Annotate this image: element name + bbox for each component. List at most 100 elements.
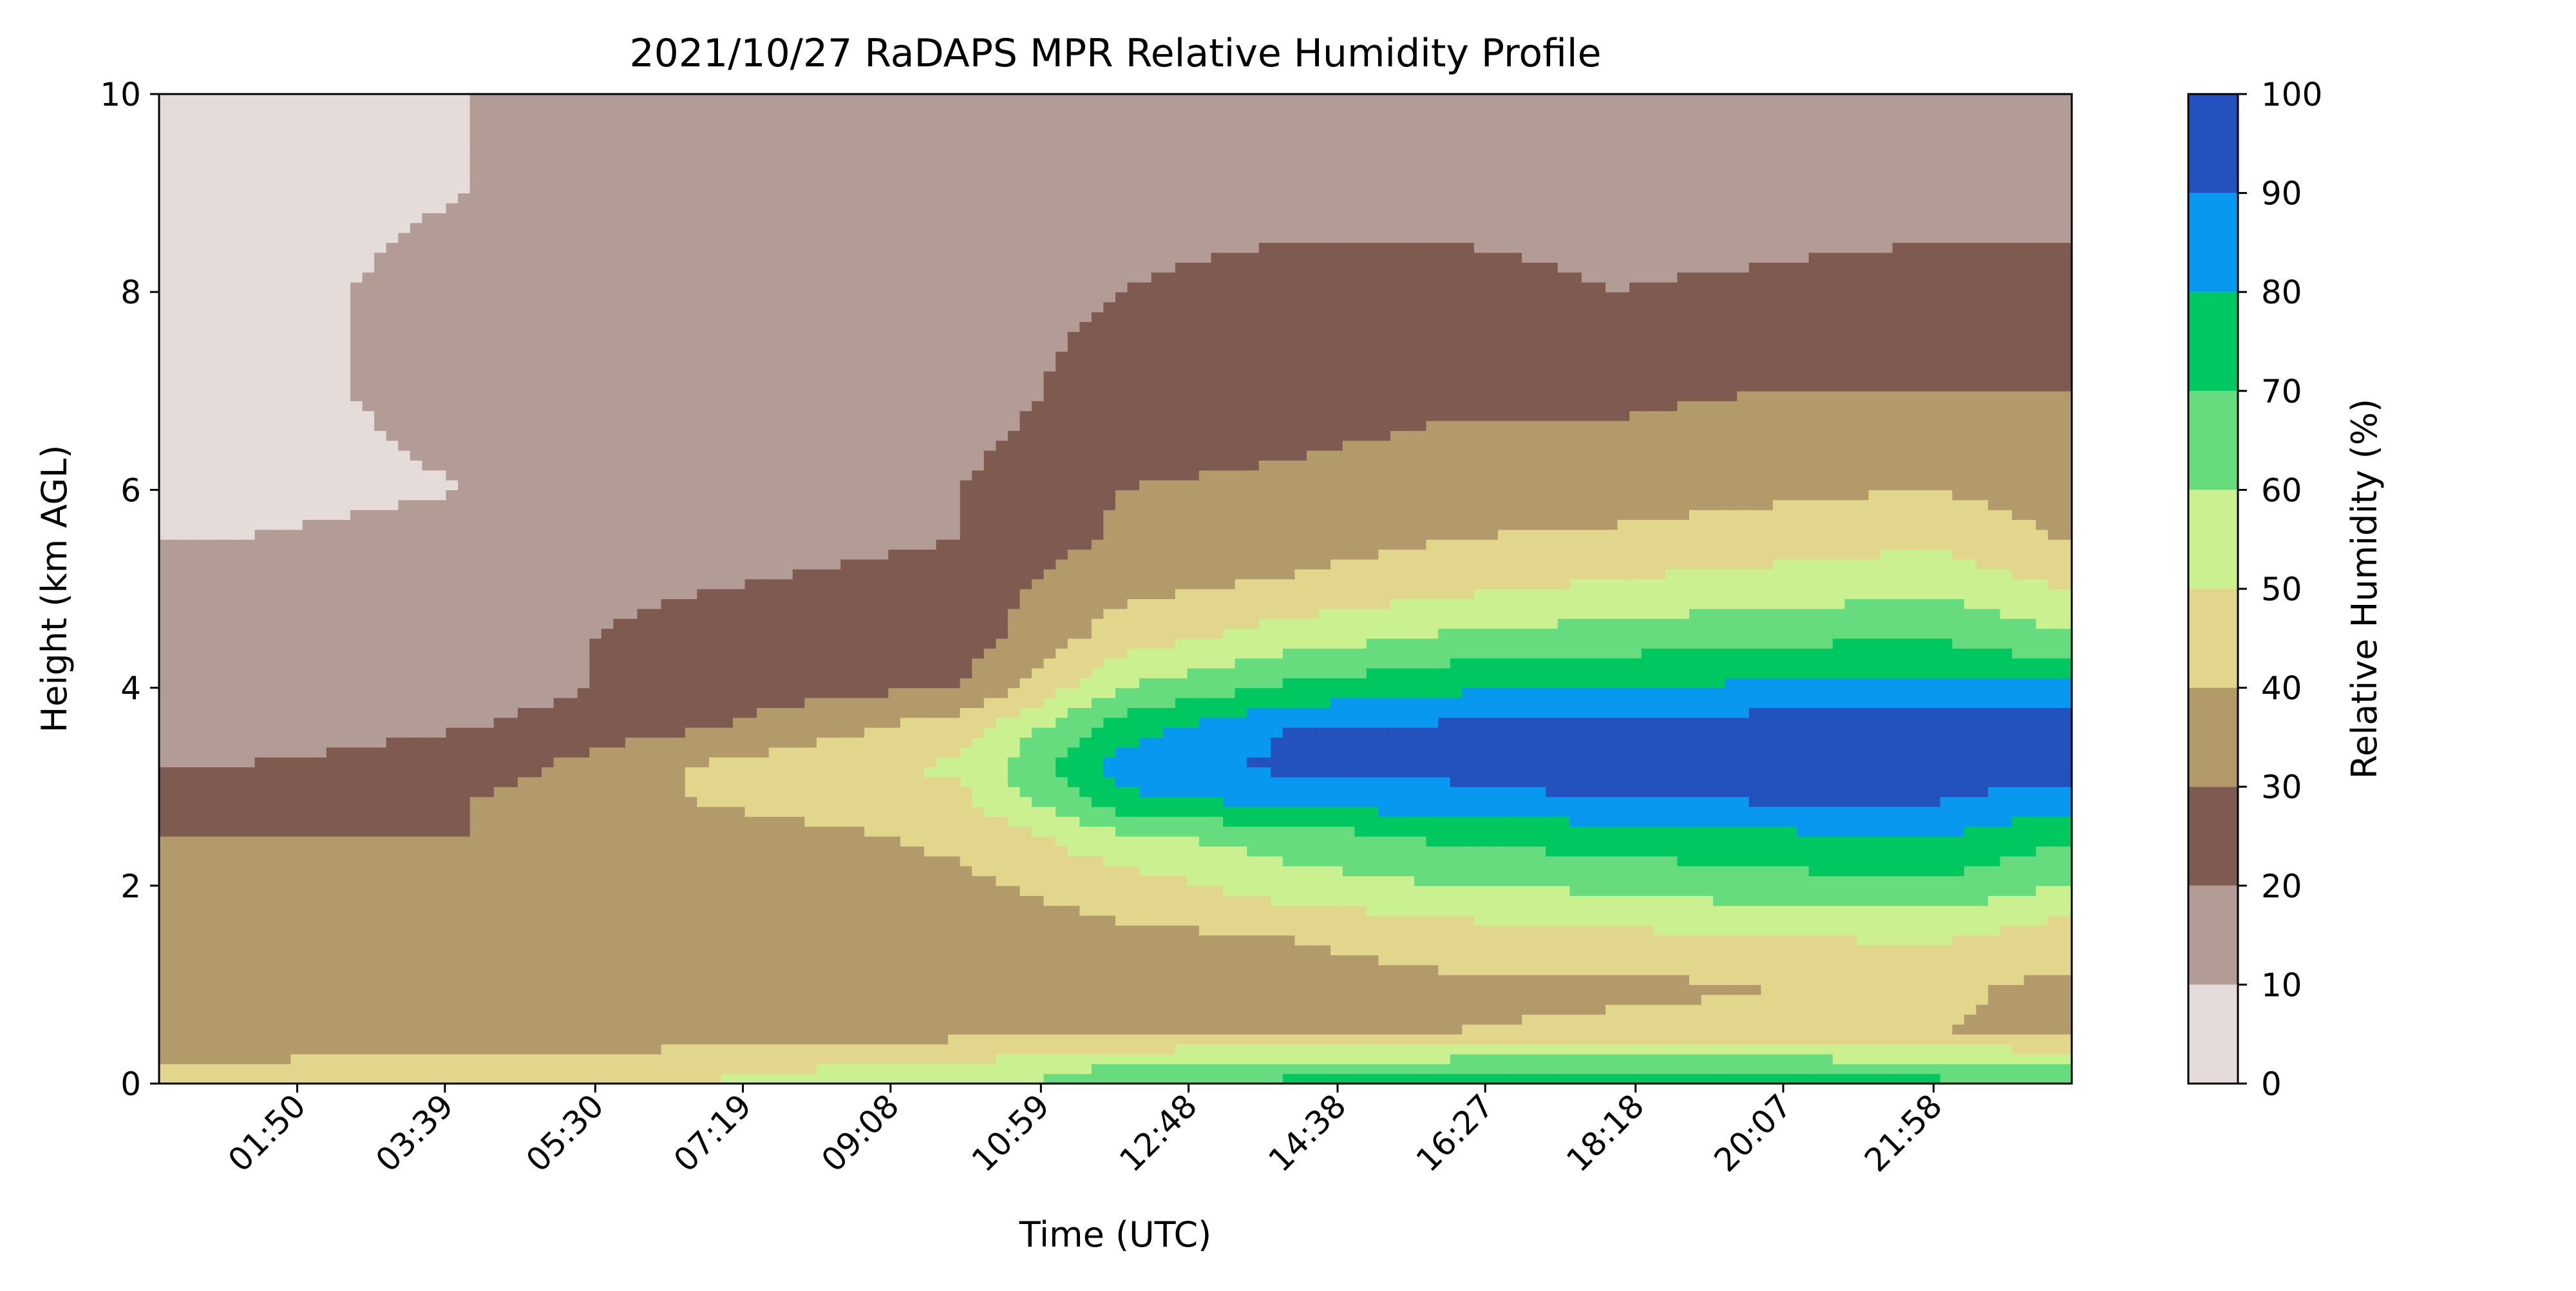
rh-cell <box>267 163 279 174</box>
rh-cell <box>661 796 674 807</box>
rh-cell <box>422 282 435 292</box>
rh-cell <box>398 292 411 303</box>
rh-cell <box>290 1044 303 1055</box>
rh-cell <box>231 618 243 629</box>
rh-cell <box>613 1064 626 1075</box>
rh-cell <box>362 1014 375 1025</box>
rh-cell <box>171 371 184 382</box>
rh-cell <box>290 915 303 926</box>
rh-cell <box>589 925 602 936</box>
rh-cell <box>517 153 531 164</box>
rh-cell <box>422 698 435 708</box>
rh-cell <box>685 846 697 857</box>
rh-cell <box>207 737 220 748</box>
rh-cell <box>469 282 482 292</box>
rh-cell <box>159 272 172 283</box>
rh-cell <box>374 94 387 104</box>
rh-cell <box>314 321 327 332</box>
rh-cell <box>637 1024 650 1035</box>
rh-cell <box>506 935 518 946</box>
rh-cell <box>744 420 757 431</box>
rh-cell <box>469 480 482 490</box>
rh-cell <box>744 351 757 362</box>
rh-cell <box>302 222 315 233</box>
rh-cell <box>338 707 351 718</box>
rh-cell <box>721 816 734 827</box>
rh-cell <box>194 925 207 936</box>
rh-cell <box>673 549 686 560</box>
rh-cell <box>194 153 207 164</box>
rh-cell <box>577 153 590 164</box>
rh-cell <box>183 499 196 510</box>
rh-cell <box>362 698 375 708</box>
rh-cell <box>314 667 327 678</box>
rh-cell <box>254 628 267 639</box>
rh-cell <box>278 470 291 481</box>
rh-cell <box>218 341 231 352</box>
rh-cell <box>577 757 590 768</box>
rh-cell <box>183 460 196 471</box>
rh-cell <box>398 836 411 846</box>
rh-cell <box>314 955 327 966</box>
rh-cell <box>517 678 531 689</box>
rh-cell <box>159 183 172 194</box>
rh-cell <box>685 173 697 184</box>
rh-cell <box>398 193 411 204</box>
rh-cell <box>159 292 172 303</box>
rh-cell <box>613 104 626 115</box>
rh-cell <box>506 519 518 530</box>
rh-cell <box>744 648 757 659</box>
rh-cell <box>433 866 447 877</box>
rh-cell <box>529 460 542 471</box>
rh-cell <box>744 569 757 580</box>
rh-cell <box>708 945 722 955</box>
rh-cell <box>661 222 674 233</box>
rh-cell <box>482 490 495 501</box>
rh-cell <box>362 589 375 599</box>
rh-cell <box>314 262 327 273</box>
rh-cell <box>661 213 674 224</box>
rh-cell <box>637 826 650 837</box>
rh-cell <box>493 717 506 728</box>
rh-cell <box>159 549 172 560</box>
rh-cell <box>422 351 435 362</box>
rh-cell <box>458 707 471 718</box>
rh-cell <box>207 846 220 857</box>
rh-cell <box>410 569 422 580</box>
rh-cell <box>625 737 638 748</box>
rh-cell <box>433 1034 447 1045</box>
rh-cell <box>482 1024 495 1035</box>
rh-cell <box>529 510 542 521</box>
rh-cell <box>733 885 746 896</box>
rh-cell <box>194 321 207 332</box>
rh-cell <box>649 401 662 412</box>
rh-cell <box>577 213 590 224</box>
rh-cell <box>433 420 447 431</box>
rh-cell <box>398 658 411 669</box>
rh-cell <box>553 183 566 194</box>
rh-cell <box>183 589 196 599</box>
rh-cell <box>529 915 542 926</box>
rh-cell <box>362 856 375 866</box>
rh-cell <box>506 490 518 501</box>
rh-cell <box>362 499 375 510</box>
rh-cell <box>422 856 435 866</box>
rh-cell <box>326 490 339 501</box>
rh-cell <box>338 272 351 283</box>
rh-cell <box>350 816 363 827</box>
rh-cell <box>242 311 256 322</box>
rh-cell <box>565 776 578 787</box>
rh-cell <box>553 984 566 995</box>
rh-cell <box>374 311 387 322</box>
rh-cell <box>589 331 602 342</box>
rh-cell <box>637 529 650 540</box>
rh-cell <box>661 510 674 521</box>
rh-cell <box>661 875 674 886</box>
rh-cell <box>458 1053 471 1064</box>
rh-cell <box>374 905 387 916</box>
rh-cell <box>218 213 231 224</box>
rh-cell <box>362 648 375 659</box>
rh-cell <box>553 836 566 846</box>
rh-cell <box>482 351 495 362</box>
rh-cell <box>278 994 291 1005</box>
